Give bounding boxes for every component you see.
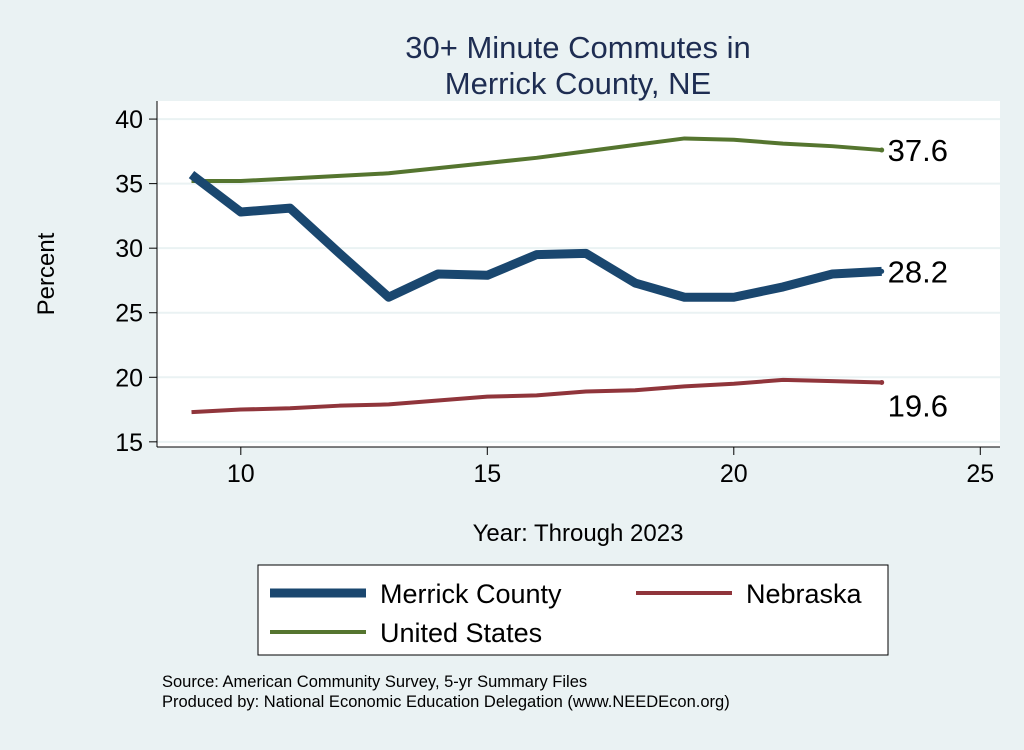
chart-title-line1: 30+ Minute Commutes in	[405, 30, 750, 65]
series-line-united-states	[191, 136, 882, 184]
series-line-merrick-county	[188, 171, 882, 302]
end-value-label: 19.6	[888, 388, 948, 423]
series-end-marker	[879, 379, 885, 385]
end-value-label: 28.2	[888, 254, 948, 289]
chart-title-line2: Merrick County, NE	[445, 66, 711, 101]
legend-label-merrick: Merrick County	[380, 579, 562, 609]
y-tick-label: 30	[115, 235, 143, 263]
legend: Merrick County Nebraska United States	[257, 564, 889, 656]
y-tick-label: 40	[115, 106, 143, 134]
end-value-label: 37.6	[888, 133, 948, 168]
x-tick-label: 10	[227, 460, 255, 488]
x-tick-label: 20	[720, 460, 748, 488]
legend-label-us: United States	[380, 618, 542, 648]
y-tick-label: 25	[115, 300, 143, 328]
x-tick-label: 15	[473, 460, 501, 488]
series-line-nebraska	[191, 377, 882, 415]
series-end-marker	[879, 268, 885, 274]
x-tick-label: 25	[966, 460, 994, 488]
x-axis-label: Year: Through 2023	[473, 520, 684, 547]
legend-label-nebraska: Nebraska	[746, 579, 863, 609]
y-tick-label: 15	[115, 429, 143, 457]
series-end-marker	[879, 147, 885, 153]
y-tick-label: 35	[115, 171, 143, 199]
y-tick-label: 20	[115, 364, 143, 392]
producer-note: Produced by: National Economic Education…	[162, 693, 730, 711]
source-note: Source: American Community Survey, 5-yr …	[162, 673, 587, 691]
y-axis-label: Percent	[33, 232, 60, 315]
